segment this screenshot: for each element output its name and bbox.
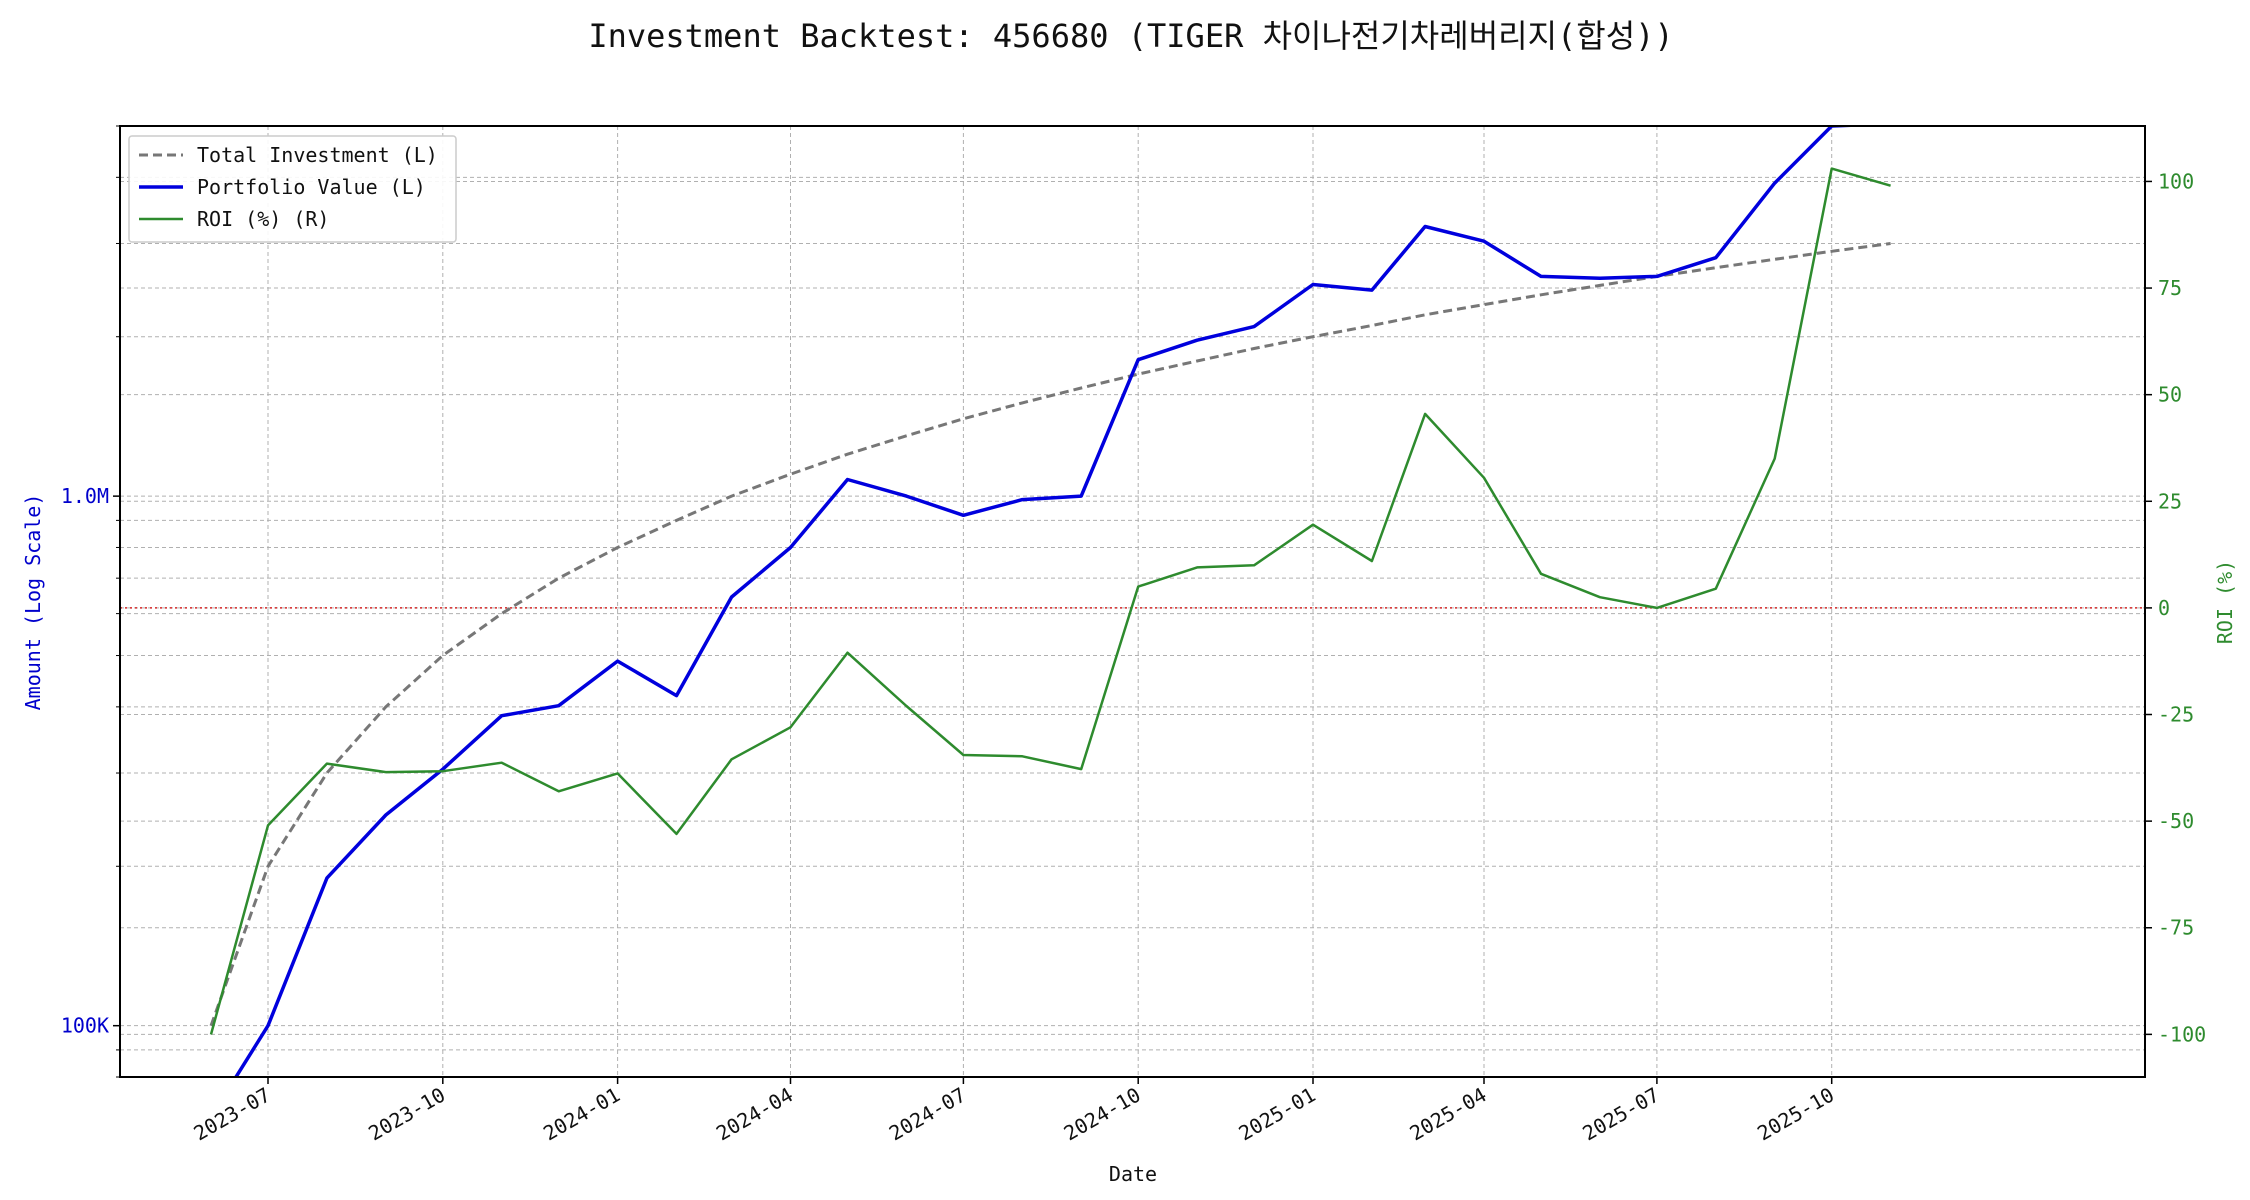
x-tick-label: 2025-04 [1405, 1083, 1490, 1146]
x-tick-label: 2025-10 [1753, 1083, 1838, 1146]
legend-label-total-investment: Total Investment (L) [197, 143, 438, 167]
x-tick-label: 2023-07 [189, 1083, 274, 1146]
y-right-tick-label: -75 [2158, 916, 2194, 940]
y-right-tick-label: 75 [2158, 276, 2182, 300]
y-left-tick-label: 100K [61, 1014, 109, 1038]
x-tick-label: 2023-10 [364, 1083, 449, 1146]
x-tick-label: 2025-07 [1578, 1083, 1663, 1146]
chart-title: Investment Backtest: 456680 (TIGER 차이나전기… [588, 17, 1673, 55]
x-tick-label: 2024-07 [885, 1083, 970, 1146]
total-investment-line [209, 242, 1891, 1027]
grid [120, 125, 2145, 1078]
y-right-tick-label: -25 [2158, 703, 2194, 727]
x-tick-label: 2024-01 [539, 1083, 624, 1146]
legend-box [128, 135, 457, 243]
portfolio-value-line [233, 126, 1877, 1077]
x-axis-label: Date [1109, 1162, 1157, 1186]
x-axis-ticks: 2023-07 2023-10 2024-01 2024-04 2024-07 2024-… [189, 1077, 1838, 1145]
x-tick-label: 2024-04 [712, 1083, 797, 1146]
y-axis-right-label: ROI (%) [2213, 560, 2237, 644]
y-right-tick-label: -100 [2158, 1022, 2206, 1046]
series-lines [209, 126, 1891, 1077]
y-right-tick-label: 25 [2158, 489, 2182, 513]
y-right-tick-label: -50 [2158, 809, 2194, 833]
x-tick-label: 2025-01 [1234, 1083, 1319, 1146]
legend: Total Investment (L) Portfolio Value (L)… [128, 135, 457, 243]
plot-frame [119, 125, 2146, 1078]
y-left-tick-label: 1.0M [61, 484, 109, 508]
legend-label-portfolio-value: Portfolio Value (L) [197, 175, 426, 199]
y-right-tick-label: 0 [2158, 596, 2170, 620]
right-axis-ticks: -100 -75 -50 -25 0 25 50 75 100 [2145, 169, 2206, 1046]
y-right-tick-label: 50 [2158, 383, 2182, 407]
legend-label-roi: ROI (%) (R) [197, 207, 329, 231]
y-right-tick-label: 100 [2158, 169, 2194, 193]
roi-line [209, 167, 1891, 1035]
left-axis-ticks: 100K 1.0M [61, 125, 120, 1078]
x-tick-label: 2024-10 [1060, 1083, 1145, 1146]
y-axis-left-label: Amount (Log Scale) [21, 494, 45, 711]
